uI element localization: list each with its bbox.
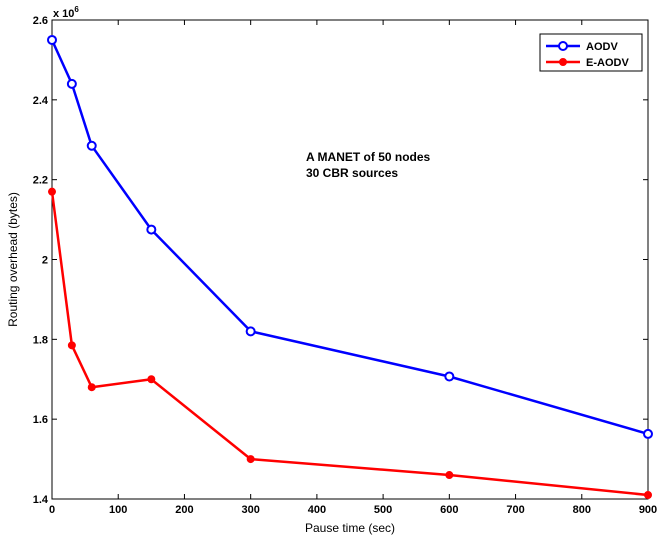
x-tick-label: 800	[573, 504, 591, 516]
y-axis-label: Routing overhead (bytes)	[6, 192, 20, 327]
x-tick-label: 400	[308, 504, 326, 516]
data-point-aodv	[47, 34, 57, 45]
x-axis-label: Pause time (sec)	[305, 521, 395, 535]
x-tick-label: 0	[49, 504, 55, 516]
data-point-aodv	[643, 428, 653, 439]
y-tick-label: 2.2	[33, 175, 48, 187]
data-point-e-aodv	[147, 375, 156, 384]
annotation-line-1: A MANET of 50 nodes	[306, 150, 431, 164]
legend-e-aodv-marker	[559, 58, 567, 66]
legend-e-aodv-label: E-AODV	[586, 57, 629, 69]
data-point-e-aodv	[67, 341, 76, 350]
x-tick-label: 700	[506, 504, 524, 516]
x-tick-label: 900	[639, 504, 657, 516]
x-tick-label: 300	[241, 504, 259, 516]
y-tick-label: 2	[42, 255, 48, 267]
data-point-e-aodv	[87, 383, 96, 392]
x-tick-label: 600	[440, 504, 458, 516]
y-multiplier: x 106	[53, 5, 79, 20]
y-tick-label: 2.4	[33, 95, 49, 107]
y-tick-label: 1.4	[33, 494, 49, 506]
legend: AODV E-AODV	[539, 33, 643, 72]
x-tick-label: 100	[109, 504, 127, 516]
series-layer	[47, 34, 653, 500]
data-point-aodv	[146, 224, 157, 235]
data-point-e-aodv	[644, 491, 652, 500]
data-point-e-aodv	[246, 455, 255, 464]
data-point-aodv	[86, 140, 97, 151]
legend-box	[539, 33, 643, 72]
x-tick-label: 200	[175, 504, 193, 516]
y-tick-label: 2.6	[33, 15, 48, 27]
plot-area-frame	[51, 19, 649, 500]
data-point-e-aodv	[48, 187, 56, 196]
legend-aodv-marker	[558, 41, 568, 51]
x-tick-label: 500	[374, 504, 392, 516]
data-point-aodv	[444, 371, 455, 382]
data-point-e-aodv	[445, 471, 454, 480]
y-tick-label: 1.6	[33, 414, 48, 426]
legend-aodv-label: AODV	[586, 41, 618, 53]
x-axis-ticks: 0 100 200 300 400 500 600 700 800 900	[49, 20, 657, 516]
y-tick-label: 1.8	[33, 334, 48, 346]
data-point-aodv	[66, 78, 77, 89]
annotation-line-2: 30 CBR sources	[306, 166, 398, 180]
y-axis-ticks: 1.4 1.6 1.8 2 2.2 2.4 2.6	[33, 15, 648, 506]
data-point-aodv	[245, 326, 256, 337]
